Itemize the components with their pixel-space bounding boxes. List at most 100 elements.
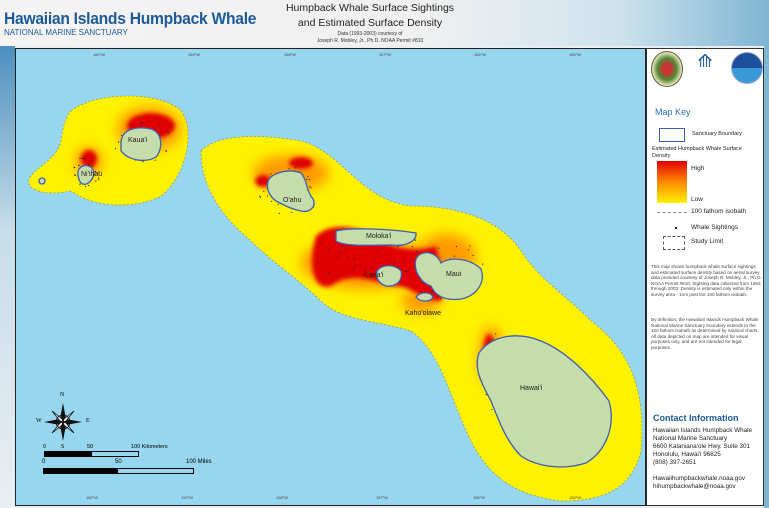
sighting-dot xyxy=(328,272,331,274)
sighting-dot xyxy=(364,270,366,272)
contact-heading: Contact Information xyxy=(653,413,739,423)
scale-mi-0: 0 xyxy=(42,459,46,465)
label-kauai: Kaua'i xyxy=(128,137,148,144)
sighting-dot xyxy=(78,164,80,166)
map-frame[interactable]: 160°W 159°W 158°W 157°W 156°W 155°W 160°… xyxy=(15,48,646,506)
label-niihau: Ni'ihau xyxy=(81,171,103,178)
sighting-dot xyxy=(404,270,406,273)
sighting-dot xyxy=(73,166,75,168)
sighting-swatch xyxy=(675,227,677,229)
map-title-line1: Humpback Whale Surface Sightings xyxy=(285,2,455,14)
contact-phone: (808) 397-2651 xyxy=(653,459,697,466)
sighting-dot xyxy=(339,252,341,254)
sighting-dot xyxy=(469,245,471,247)
sighting-dot xyxy=(440,298,442,300)
lon-tick-top: 159°W xyxy=(188,52,201,57)
sighting-dot xyxy=(362,274,365,276)
island-kahoolawe xyxy=(415,292,434,302)
lon-tick-bottom: 157°W xyxy=(376,495,389,500)
sighting-dot xyxy=(453,255,456,257)
sighting-dot xyxy=(308,178,311,181)
sighting-dot xyxy=(482,263,484,265)
compass-n: N xyxy=(60,392,65,398)
isobath-swatch xyxy=(657,212,687,213)
brand-subtitle: NATIONAL MARINE SANCTUARY xyxy=(4,28,128,37)
sighting-dot xyxy=(438,247,440,249)
sighting-dot xyxy=(360,264,362,266)
sighting-dot xyxy=(455,245,458,248)
sighting-dot xyxy=(341,245,343,247)
map-title: Humpback Whale Surface Sightings and Est… xyxy=(250,1,490,31)
sighting-dot xyxy=(411,245,414,248)
compass-s: S xyxy=(61,444,65,450)
website-link[interactable]: Hawaiihumpbackwhale.noaa.gov xyxy=(653,475,746,482)
sighting-dot xyxy=(397,245,399,248)
sighting-dot xyxy=(327,252,329,254)
label-maui: Maui xyxy=(446,271,462,278)
note-paragraph-1: This map shows humpback whale surface si… xyxy=(651,264,762,297)
scale-mi-100: 100 Miles xyxy=(186,459,212,465)
contact-line: Honolulu, Hawai'i 96825 xyxy=(653,451,721,458)
island-kauai xyxy=(120,127,162,162)
legend-sightings: Whale Sightings xyxy=(691,224,738,231)
header: Hawaiian Islands Humpback Whale NATIONAL… xyxy=(0,0,769,46)
sighting-dot xyxy=(336,275,338,277)
sighting-dot xyxy=(154,159,156,161)
map-title-line2: and Estimated Surface Density xyxy=(297,17,443,29)
island-maui xyxy=(414,252,483,301)
sighting-dot xyxy=(347,257,349,259)
sighting-dot xyxy=(306,178,308,180)
sighting-dot xyxy=(142,161,144,163)
sighting-dot xyxy=(92,165,94,167)
island-lanai xyxy=(375,265,402,287)
compass-rose: N S W E xyxy=(36,392,90,450)
credit-line1: Data (1993-2003) courtesy of xyxy=(337,31,403,37)
sighting-dot xyxy=(491,408,493,411)
sighting-dot xyxy=(270,173,272,175)
legend-high: High xyxy=(691,165,705,172)
sighting-dot xyxy=(259,196,262,198)
sighting-dot xyxy=(270,200,273,202)
credit-line2: Joseph R. Mobley, Jr., Ph.D. NOAA Permit… xyxy=(316,38,424,44)
density-map xyxy=(28,95,643,502)
sighting-dot xyxy=(141,122,143,124)
sighting-dot xyxy=(337,256,339,259)
decorative-strip xyxy=(764,46,769,508)
legend-density-label: Estimated Humpback Whale Surface Density xyxy=(652,146,742,159)
legend-low: Low xyxy=(691,196,703,203)
scale-mi-50: 50 xyxy=(115,459,122,465)
sighting-dot xyxy=(406,270,408,272)
sanctuary-boundary-swatch xyxy=(659,128,685,142)
lon-tick-top: 157°W xyxy=(379,52,392,57)
sighting-dot xyxy=(415,250,418,252)
sighting-dot xyxy=(73,174,76,176)
sighting-dot xyxy=(404,260,406,262)
sighting-dot xyxy=(278,212,280,214)
state-seal-logo xyxy=(651,51,683,87)
sighting-dot xyxy=(259,195,261,197)
sighting-dot xyxy=(95,180,97,182)
decorative-strip xyxy=(0,46,15,508)
sighting-dot xyxy=(372,273,374,275)
sighting-dot xyxy=(165,150,167,152)
email-link[interactable]: hihumpbackwhale@noaa.gov xyxy=(653,483,736,490)
legend-study-limit: Study Limit xyxy=(691,238,724,245)
sighting-dot xyxy=(98,178,100,181)
lon-tick-top: 155°W xyxy=(569,52,582,57)
sighting-dot xyxy=(79,183,81,185)
sighting-dot xyxy=(84,157,86,160)
contact-line: 6600 Kalaniana'ole Hwy. Suite 301 xyxy=(653,443,751,450)
label-oahu: O'ahu xyxy=(283,197,302,204)
legend-title: Map Key xyxy=(655,107,691,117)
sighting-dot xyxy=(431,290,433,292)
lon-tick-bottom: 159°W xyxy=(181,495,194,500)
sighting-dot xyxy=(491,338,494,340)
sighting-dot xyxy=(495,333,497,335)
lon-tick-bottom: 156°W xyxy=(473,495,486,500)
sighting-dot xyxy=(309,185,311,188)
contact-line: Hawaiian Islands Humpback Whale xyxy=(653,427,753,434)
sighting-dot xyxy=(467,249,470,251)
label-molokai: Moloka'i xyxy=(366,233,392,240)
lon-tick-top: 156°W xyxy=(474,52,487,57)
lon-tick-top: 158°W xyxy=(284,52,297,57)
